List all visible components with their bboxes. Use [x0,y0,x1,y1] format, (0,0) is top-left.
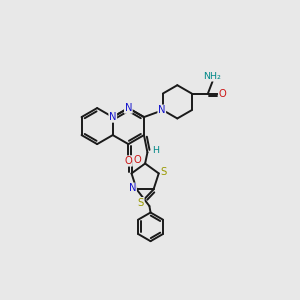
Text: O: O [134,154,141,164]
Text: O: O [219,88,226,98]
Text: H: H [152,146,159,154]
Text: NH₂: NH₂ [204,72,221,81]
Text: S: S [138,198,144,208]
Text: O: O [124,156,132,166]
Text: N: N [124,103,132,113]
Text: N: N [109,112,116,122]
Text: S: S [161,167,167,177]
Text: N: N [158,105,166,115]
Text: N: N [129,183,136,193]
